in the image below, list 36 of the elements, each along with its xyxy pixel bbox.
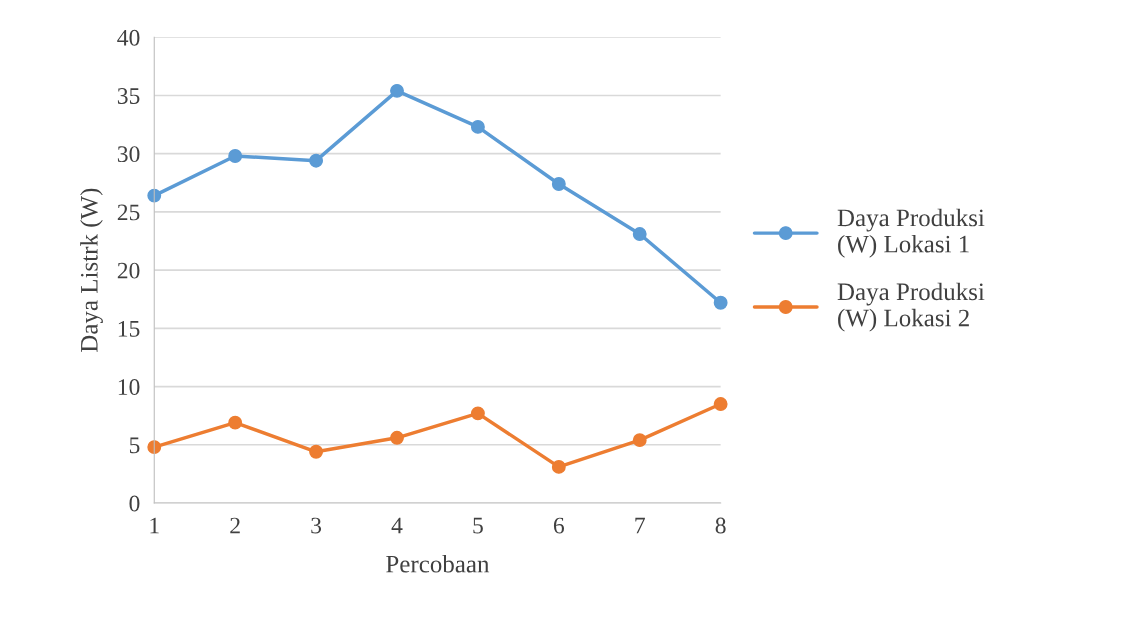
legend-label: Daya Produksi (W) Lokasi 2 — [837, 282, 985, 332]
x-tick-label: 4 — [391, 517, 403, 534]
point — [309, 153, 324, 168]
point — [632, 433, 647, 448]
point — [147, 440, 162, 455]
x-tick-label: 7 — [635, 517, 645, 534]
point — [713, 295, 728, 310]
x-tick-label: 1 — [150, 517, 159, 534]
point — [228, 415, 243, 430]
y-tick-label: 30 — [117, 146, 140, 163]
x-tick-label: 2 — [230, 517, 240, 534]
point — [390, 430, 404, 445]
point — [309, 444, 324, 459]
x-axis-title: Percobaan — [386, 554, 490, 573]
point — [228, 149, 243, 163]
y-tick-label: 10 — [118, 379, 140, 395]
y-tick-label: 35 — [117, 88, 140, 104]
point — [390, 83, 404, 98]
point — [551, 459, 566, 474]
y-tick-label: 40 — [117, 29, 140, 46]
point — [470, 119, 485, 134]
point — [551, 177, 566, 191]
legend-label: Daya Produksi (W) Lokasi 1 — [837, 208, 985, 258]
point — [713, 397, 728, 411]
point — [470, 406, 485, 421]
point — [632, 227, 647, 241]
y-tick-label: 0 — [129, 495, 140, 512]
y-tick-label: 20 — [117, 262, 140, 279]
x-tick-label: 8 — [715, 517, 726, 534]
y-tick-label: 5 — [129, 437, 140, 454]
x-tick-label: 6 — [553, 517, 565, 534]
x-tick-label: 3 — [311, 517, 322, 534]
y-tick-label: 25 — [117, 204, 140, 221]
y-axis-title: Daya Listrk (W) — [80, 188, 103, 353]
y-tick-label: 15 — [118, 320, 140, 337]
x-tick-label: 5 — [473, 517, 483, 534]
